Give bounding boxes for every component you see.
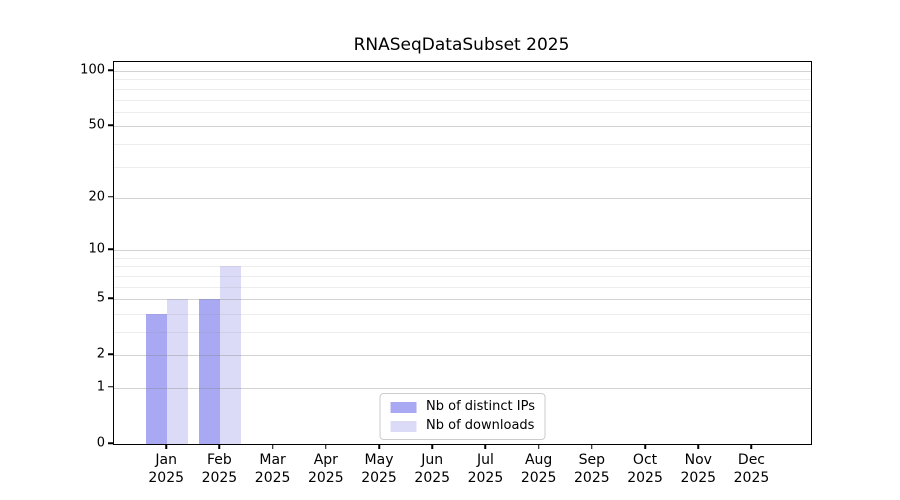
gridline-minor-9 [114,257,811,259]
y-tick-label-10: 10 [88,241,105,257]
gridline-minor-30 [114,166,811,168]
y-tick-label-50: 50 [88,117,105,133]
x-tick-mark-sep [591,444,593,449]
legend-swatch-distinct-ips [390,401,417,413]
x-tick-label-sep: Sep 2025 [574,452,610,486]
legend-label-downloads: Nb of downloads [426,418,535,433]
gridline-major-20 [114,197,811,199]
y-tick-label-5: 5 [96,290,105,306]
legend: Nb of distinct IPs Nb of downloads [379,393,546,440]
y-tick-label-100: 100 [80,62,105,78]
y-tick-mark-5 [108,297,113,299]
bar-distinct-ips-feb [199,299,221,444]
x-tick-mark-apr [325,444,327,449]
gridline-major-100 [114,71,811,73]
gridline-minor-7 [114,275,811,277]
gridline-major-50 [114,126,811,128]
gridline-minor-70 [114,99,811,101]
gridline-minor-80 [114,88,811,90]
y-tick-label-20: 20 [88,189,105,205]
gridline-major-1 [114,387,811,389]
x-tick-mark-dec [750,444,753,449]
x-tick-mark-jul [484,444,487,449]
gridline-major-10 [114,250,811,252]
gridline-minor-6 [114,286,811,288]
y-tick-mark-0 [108,442,113,444]
y-tick-mark-100 [108,69,113,71]
gridline-minor-40 [114,143,811,145]
x-tick-mark-jan [165,444,167,449]
legend-item-downloads: Nb of downloads [390,419,535,433]
x-tick-label-aug: Aug 2025 [520,452,557,486]
gridline-major-2 [114,355,811,357]
x-tick-mark-jun [431,444,433,449]
bar-downloads-feb [220,266,242,444]
x-tick-mark-oct [644,444,646,449]
legend-item-distinct-ips: Nb of distinct IPs [390,400,535,414]
x-tick-label-jul: Jul 2025 [467,452,504,486]
y-tick-label-0: 0 [96,435,105,451]
gridline-minor-90 [114,79,811,81]
x-tick-label-dec: Dec 2025 [733,452,770,486]
chart-title: RNASeqDataSubset 2025 [353,35,570,55]
x-tick-mark-aug [537,444,540,449]
y-tick-label-2: 2 [96,346,105,362]
bar-downloads-jan [167,299,189,444]
x-tick-mark-nov [697,444,700,449]
legend-swatch-downloads [390,420,417,432]
gridline-minor-60 [114,111,811,113]
x-tick-label-oct: Oct 2025 [627,452,663,486]
y-tick-label-1: 1 [96,379,105,395]
gridline-minor-4 [114,313,811,315]
y-tick-mark-50 [108,124,113,127]
plot-area: Nb of distinct IPs Nb of downloads [113,61,812,445]
y-tick-mark-2 [108,353,113,355]
gridline-minor-3 [114,331,811,333]
gridline-major-5 [114,299,811,301]
x-tick-label-jan: Jan 2025 [148,452,185,486]
y-tick-mark-1 [108,386,113,388]
x-tick-label-jun: Jun 2025 [414,452,451,486]
x-tick-label-may: May 2025 [361,452,397,486]
x-tick-label-feb: Feb 2025 [201,452,238,486]
bar-distinct-ips-jan [146,313,168,444]
legend-label-distinct-ips: Nb of distinct IPs [426,399,535,414]
x-tick-mark-may [378,444,380,449]
y-tick-mark-20 [108,196,113,198]
y-tick-mark-10 [108,248,113,250]
x-tick-mark-feb [218,444,221,449]
x-tick-label-mar: Mar 2025 [254,452,291,486]
gridline-minor-8 [114,266,811,268]
x-tick-mark-mar [271,444,274,449]
x-tick-label-apr: Apr 2025 [307,452,344,486]
x-tick-label-nov: Nov 2025 [680,452,717,486]
